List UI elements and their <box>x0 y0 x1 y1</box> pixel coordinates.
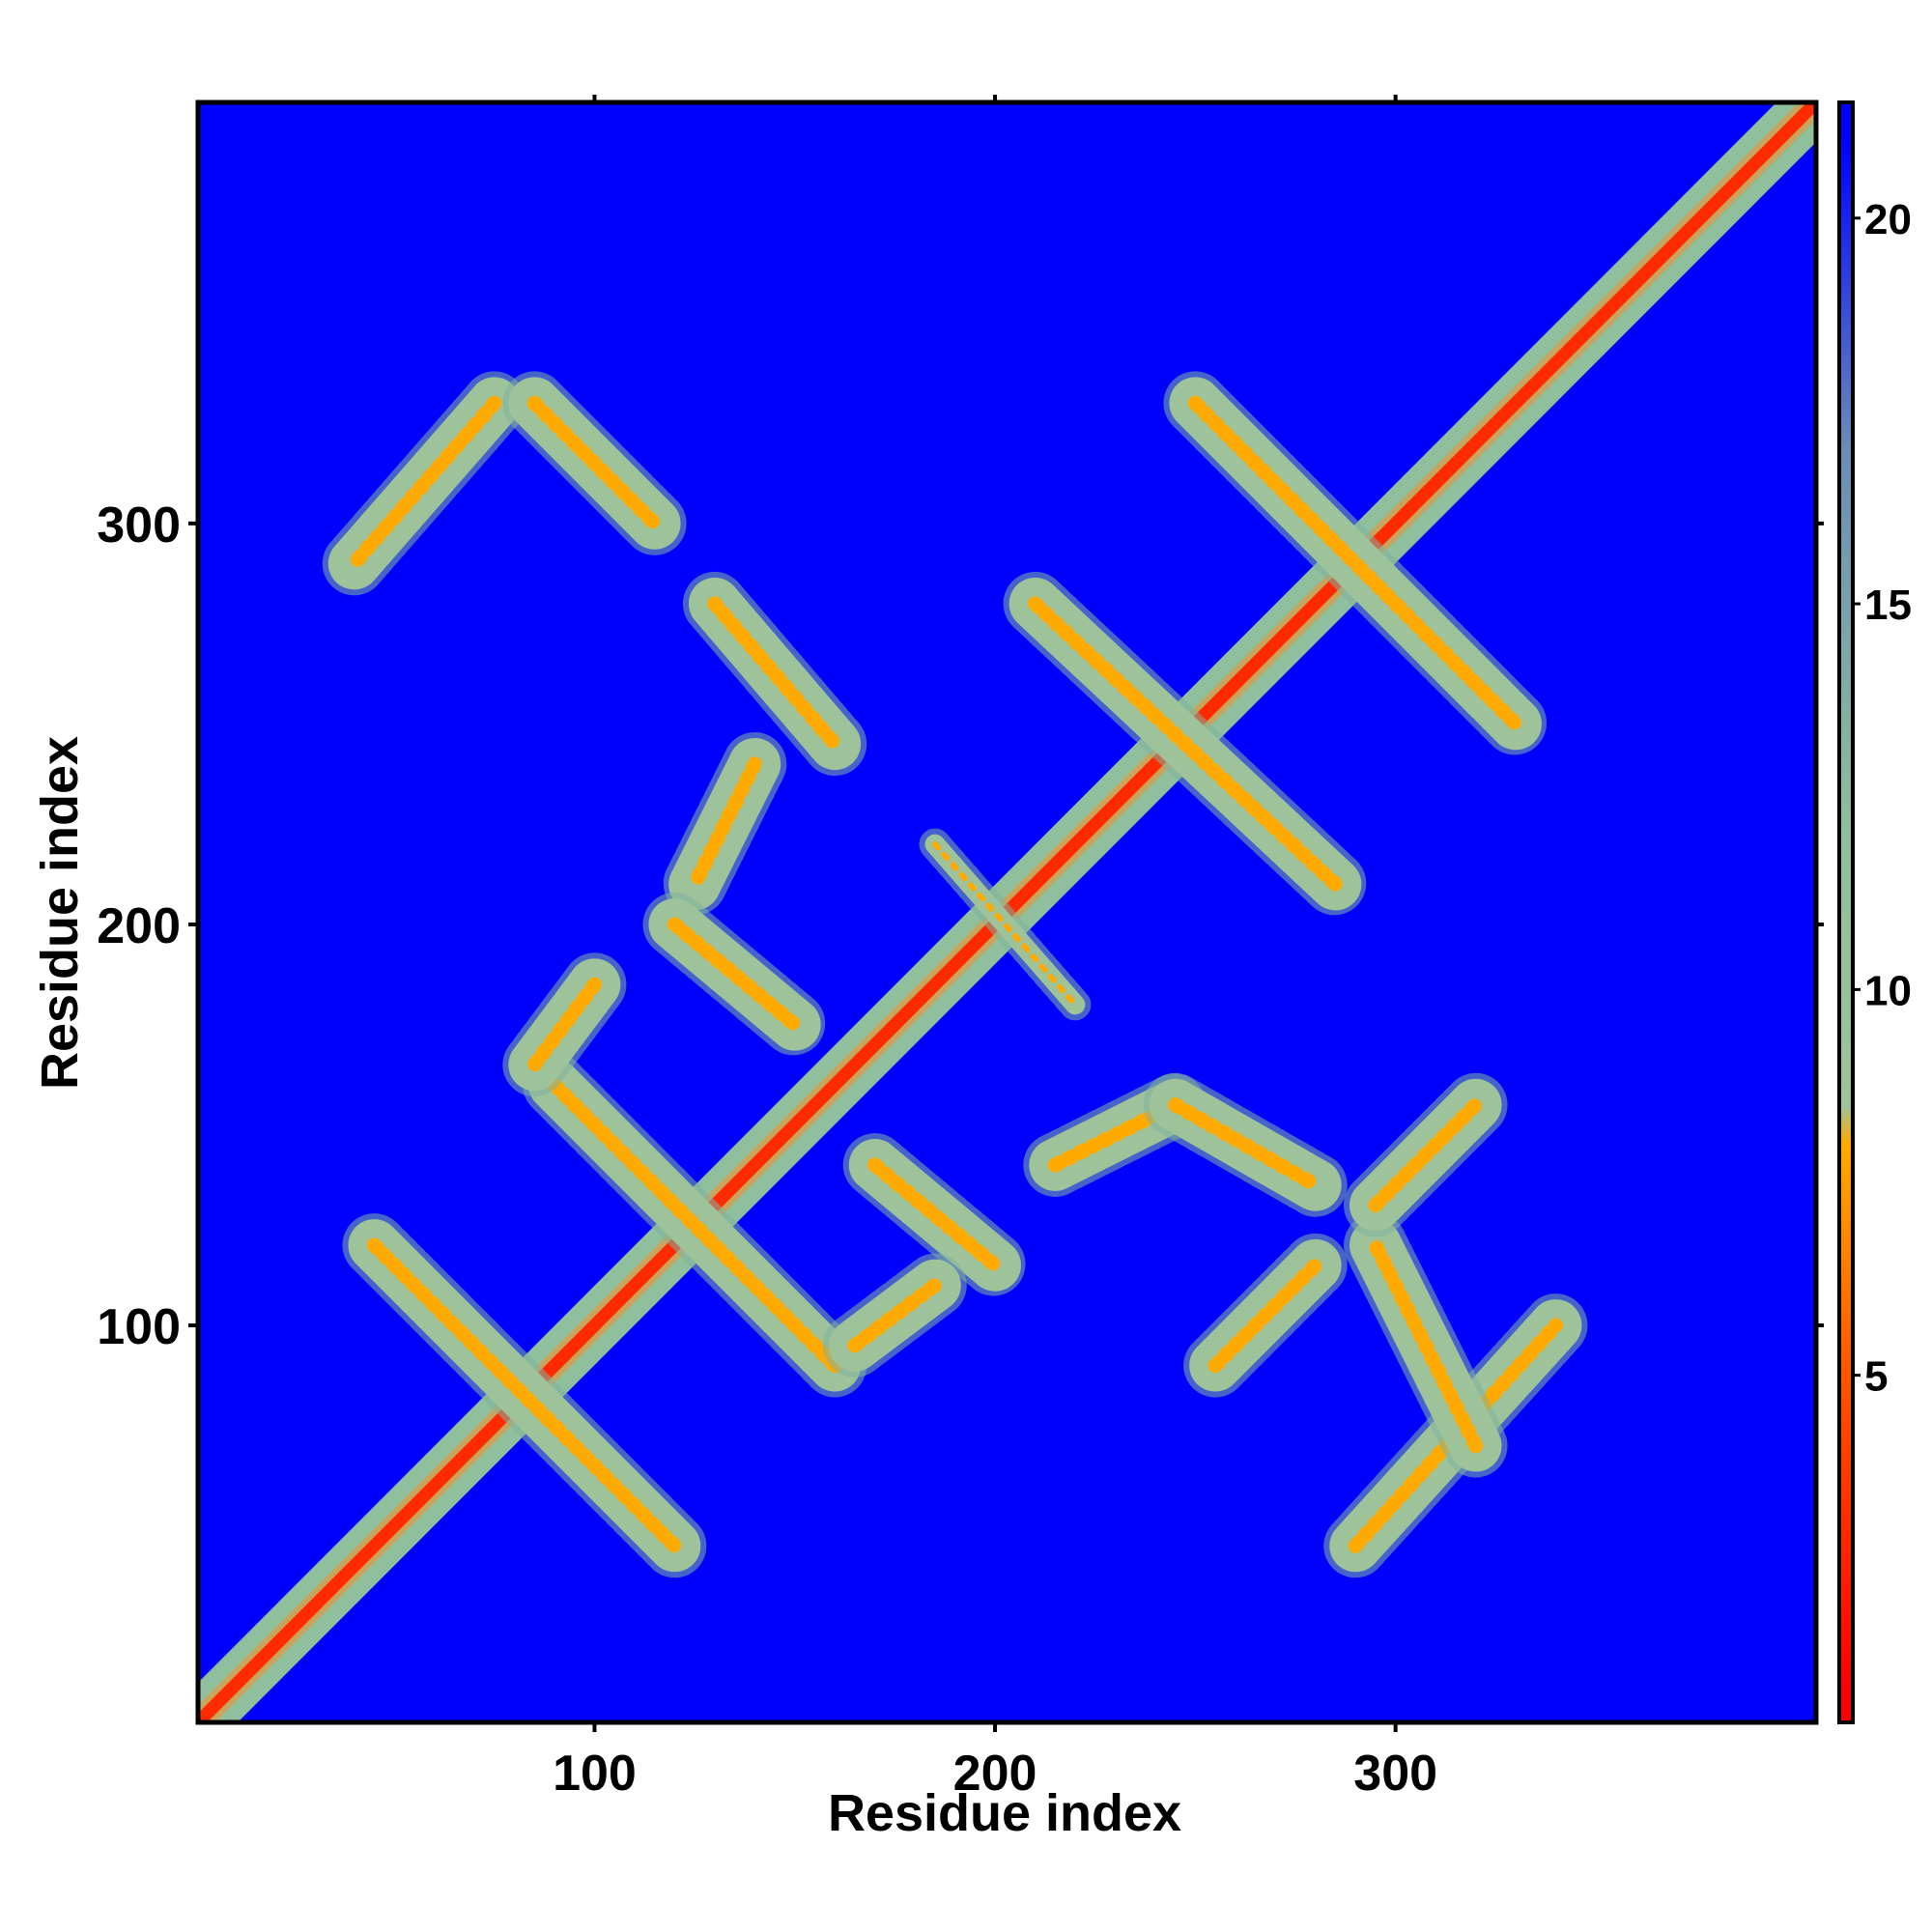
colorbar-tick-label-20: 20 <box>1864 196 1912 243</box>
colorbar-tick-label-5: 5 <box>1864 1353 1888 1401</box>
band-core <box>687 756 762 892</box>
band-core <box>1027 596 1344 892</box>
contact-band-6 <box>663 731 787 917</box>
contact-band-15 <box>1143 1072 1348 1217</box>
contact-band-19 <box>1183 1233 1348 1398</box>
band-core <box>867 1157 1003 1273</box>
contact-band-4 <box>502 371 687 555</box>
contact-band-11 <box>919 828 1092 1021</box>
x-tick-label-100: 100 <box>553 1746 637 1802</box>
plot-frame <box>195 99 1819 1725</box>
contact-band-18 <box>1343 1072 1508 1237</box>
contact-band-12 <box>1003 571 1368 917</box>
contact-band-8 <box>502 952 627 1097</box>
contact-band-7 <box>642 893 827 1057</box>
band-core <box>1208 1258 1323 1374</box>
contact-band-10 <box>823 1253 967 1378</box>
band-core <box>667 917 803 1033</box>
contact-band-2 <box>523 1053 867 1398</box>
x-tick-label-200: 200 <box>953 1746 1037 1802</box>
band-core <box>931 841 1078 1008</box>
y-tick-label-100: 100 <box>97 1299 181 1355</box>
colorbar: 5 10 15 20 <box>1837 100 1912 1724</box>
x-axis-label: Residue index <box>828 1784 1181 1842</box>
band-core <box>366 1237 682 1553</box>
contact-band-5 <box>682 571 867 777</box>
contact-band-13 <box>1163 371 1548 756</box>
band-core <box>1368 1237 1484 1454</box>
colorbar-tick-label-15: 15 <box>1864 582 1912 629</box>
band-core <box>707 596 842 752</box>
contact-band-9 <box>842 1133 1028 1297</box>
colorbar-tick-label-10: 10 <box>1864 967 1912 1014</box>
band-core <box>547 1077 842 1374</box>
band-core <box>347 395 502 571</box>
y-tick-label-200: 200 <box>97 898 181 954</box>
band-core <box>1187 395 1523 731</box>
band-core <box>526 977 603 1072</box>
contact-band-1 <box>342 1213 707 1578</box>
contact-band-3 <box>322 371 526 596</box>
band-core <box>1168 1097 1323 1193</box>
heatmap-plot <box>198 102 1816 1722</box>
y-tick-label-300: 300 <box>97 497 181 554</box>
band-core <box>526 395 663 531</box>
x-tick-label-300: 300 <box>1353 1746 1437 1802</box>
band-core <box>847 1277 943 1353</box>
y-axis-label: Residue index <box>31 736 89 1090</box>
colorbar-bar <box>1837 100 1855 1724</box>
axes: 100 200 300 100 200 300 <box>97 95 1824 1802</box>
contact-band-17 <box>1343 1213 1508 1478</box>
band-core <box>1368 1097 1484 1213</box>
